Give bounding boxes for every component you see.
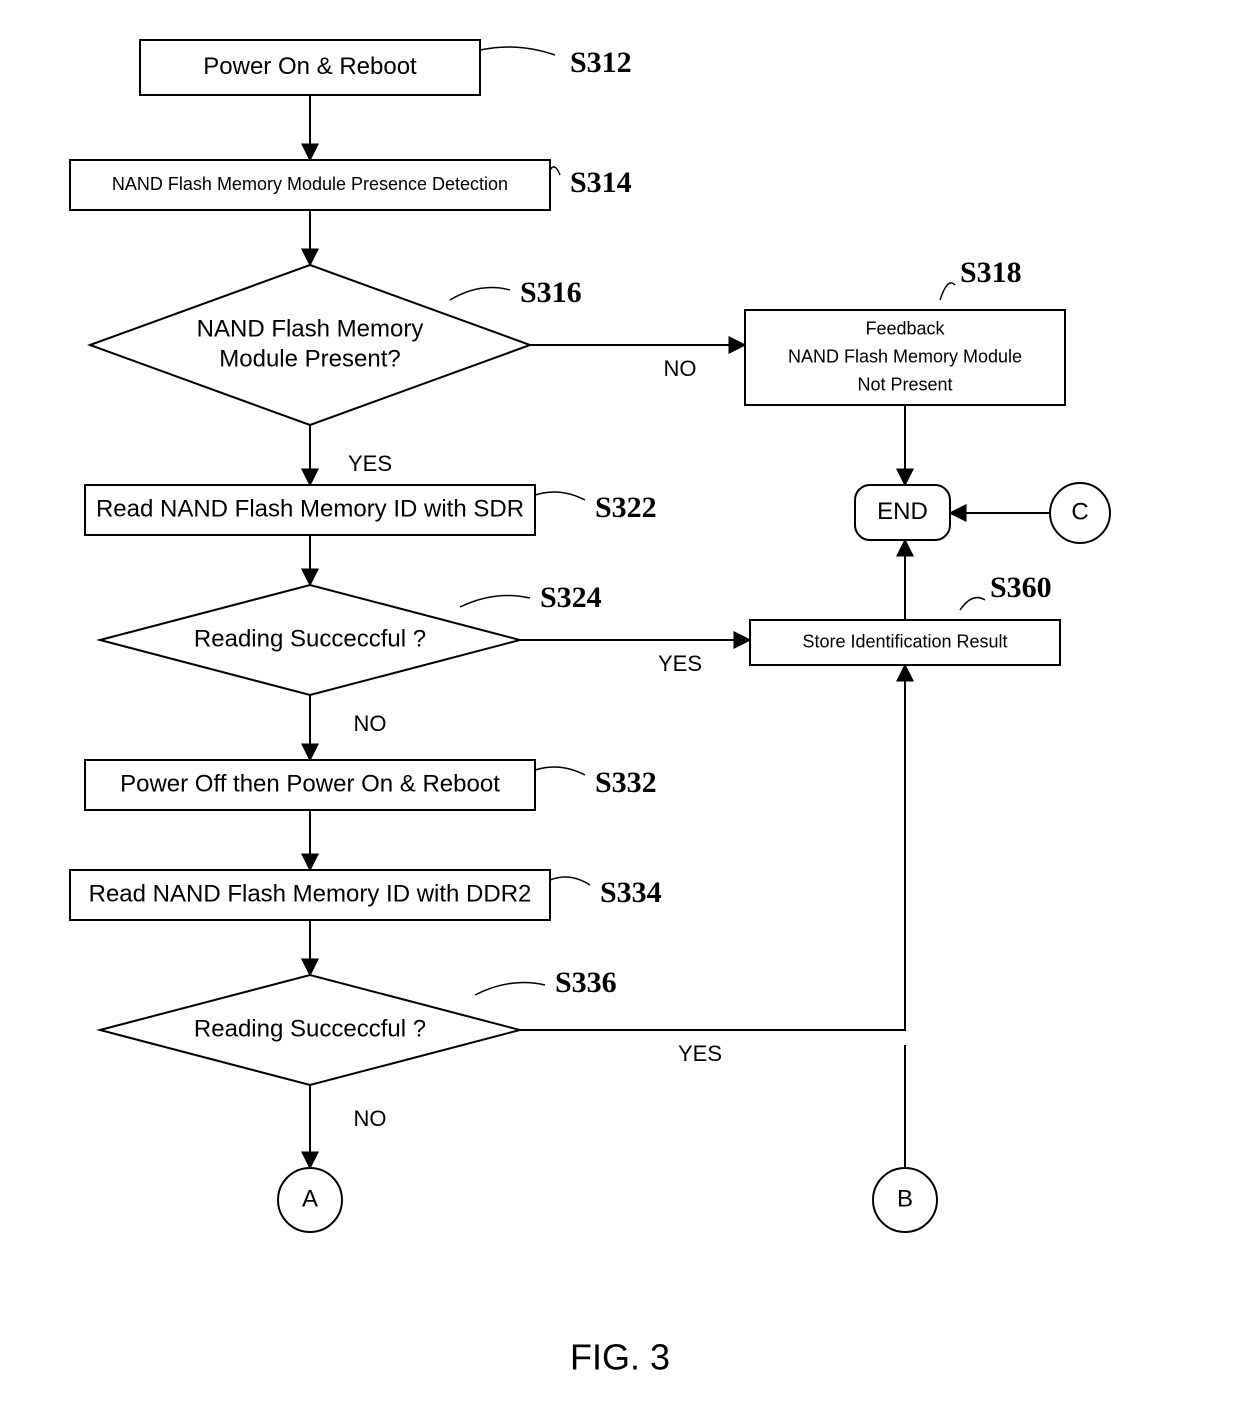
leader-line (450, 288, 510, 300)
svg-text:Power On & Reboot: Power On & Reboot (203, 53, 417, 80)
node-end: END (855, 485, 950, 540)
svg-text:END: END (877, 498, 928, 525)
step-label: S332 (595, 766, 657, 799)
svg-text:Reading Succeccful ?: Reading Succeccful ? (194, 625, 426, 652)
leader-line (960, 598, 985, 610)
step-label: S324 (540, 581, 602, 614)
svg-text:A: A (302, 1185, 318, 1212)
edge-label: NO (664, 356, 697, 381)
svg-text:B: B (897, 1185, 913, 1212)
leader-line (475, 983, 545, 995)
step-label: S316 (520, 276, 582, 309)
node-b: B (873, 1168, 937, 1232)
node-s316: NAND Flash Memory Module Present? S316 (90, 265, 582, 425)
step-label: S334 (600, 876, 662, 909)
svg-text:Feedback: Feedback (865, 318, 945, 338)
step-label: S312 (570, 46, 632, 79)
node-c: C (1050, 483, 1110, 543)
svg-text:Read NAND Flash Memory ID with: Read NAND Flash Memory ID with SDR (96, 495, 524, 522)
node-s322: Read NAND Flash Memory ID with SDR S322 (85, 485, 657, 535)
node-s336: Reading Succeccful ? S336 (100, 966, 617, 1085)
svg-text:NAND Flash Memory Module Prese: NAND Flash Memory Module Presence Detect… (112, 174, 508, 194)
node-s318: Feedback NAND Flash Memory Module Not Pres… (745, 256, 1065, 405)
step-label: S360 (990, 571, 1052, 604)
leader-line (535, 492, 585, 500)
svg-text:NAND Flash Memory Module: NAND Flash Memory Module (788, 346, 1022, 366)
node-a: A (278, 1168, 342, 1232)
svg-text:Module Present?: Module Present? (219, 345, 400, 372)
svg-text:Reading Succeccful ?: Reading Succeccful ? (194, 1015, 426, 1042)
leader-line (460, 595, 530, 607)
edge-label: YES (348, 451, 392, 476)
edge-label: YES (678, 1041, 722, 1066)
svg-text:Read NAND Flash Memory ID with: Read NAND Flash Memory ID with DDR2 (89, 880, 532, 907)
node-s334: Read NAND Flash Memory ID with DDR2 S334 (70, 870, 662, 920)
edge-label: YES (658, 651, 702, 676)
step-label: S314 (570, 166, 632, 199)
node-s324: Reading Succeccful ? S324 (100, 581, 602, 695)
svg-text:Store Identification Result: Store Identification Result (802, 631, 1007, 651)
edge-label: NO (354, 711, 387, 736)
step-label: S322 (595, 491, 657, 524)
edge-label: NO (354, 1106, 387, 1131)
svg-text:Power Off then Power On & Rebo: Power Off then Power On & Reboot (120, 770, 500, 797)
svg-text:C: C (1071, 498, 1088, 525)
node-s314: NAND Flash Memory Module Presence Detect… (70, 160, 632, 210)
svg-text:NAND Flash Memory: NAND Flash Memory (197, 315, 424, 342)
node-s312: Power On & Reboot S312 (140, 40, 632, 95)
leader-line (480, 47, 555, 55)
step-label: S318 (960, 256, 1022, 289)
leader-line (550, 877, 590, 885)
leader-line (940, 283, 955, 300)
nodes-layer: Power On & Reboot S312 NAND Flash Memory M… (70, 40, 1110, 1232)
figure-label: FIG. 3 (570, 1337, 670, 1378)
svg-text:Not Present: Not Present (857, 374, 952, 394)
node-s332: Power Off then Power On & Reboot S332 (85, 760, 657, 810)
leader-line (535, 767, 585, 775)
step-label: S336 (555, 966, 617, 999)
leader-line (550, 167, 560, 175)
